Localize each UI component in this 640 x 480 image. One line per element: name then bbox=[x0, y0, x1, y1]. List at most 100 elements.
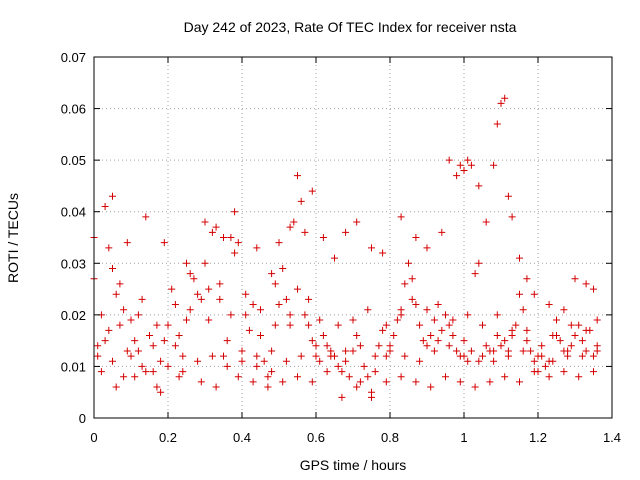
data-point bbox=[390, 331, 398, 339]
data-point bbox=[490, 347, 498, 355]
data-point bbox=[316, 316, 324, 324]
data-point bbox=[475, 259, 483, 267]
data-point bbox=[353, 383, 361, 391]
data-point bbox=[197, 378, 205, 386]
data-point bbox=[220, 352, 227, 360]
x-axis-label: GPS time / hours bbox=[300, 457, 407, 473]
data-point bbox=[201, 218, 209, 226]
data-point bbox=[316, 357, 324, 365]
data-point bbox=[582, 347, 590, 355]
data-point bbox=[194, 290, 202, 298]
data-point bbox=[312, 352, 320, 360]
data-point bbox=[430, 316, 438, 324]
data-point bbox=[253, 352, 261, 360]
data-point bbox=[271, 321, 279, 329]
data-point bbox=[312, 342, 320, 350]
y-tick-label: 0.07 bbox=[61, 50, 86, 65]
data-point bbox=[575, 321, 583, 329]
data-point bbox=[271, 280, 279, 288]
data-point bbox=[593, 347, 601, 355]
data-point bbox=[197, 295, 205, 303]
data-point bbox=[105, 326, 113, 334]
data-point bbox=[334, 362, 342, 370]
data-point bbox=[153, 383, 161, 391]
x-tick-label: 0.2 bbox=[159, 430, 177, 445]
data-point bbox=[545, 301, 553, 309]
data-point bbox=[131, 373, 139, 381]
data-point bbox=[157, 357, 165, 365]
x-tick-label: 0.4 bbox=[233, 430, 251, 445]
data-point bbox=[297, 352, 305, 360]
data-point bbox=[305, 321, 313, 329]
data-point bbox=[516, 254, 523, 262]
data-point bbox=[371, 352, 379, 360]
data-point bbox=[109, 264, 116, 272]
x-tick-label: 1.4 bbox=[603, 430, 621, 445]
data-point bbox=[445, 342, 453, 350]
data-point bbox=[112, 290, 120, 298]
data-point bbox=[527, 347, 535, 355]
data-point bbox=[212, 223, 220, 231]
data-point bbox=[460, 337, 468, 345]
data-point bbox=[464, 311, 472, 319]
data-point bbox=[279, 378, 287, 386]
data-point bbox=[375, 342, 383, 350]
data-point bbox=[564, 347, 572, 355]
data-point bbox=[231, 249, 239, 257]
data-point bbox=[286, 223, 294, 231]
data-point bbox=[268, 368, 276, 376]
data-point bbox=[349, 316, 357, 324]
data-point bbox=[220, 234, 227, 241]
axis-ticks: 0 0.2 0.4 0.6 0.8 1 1.2 1.4 0 0.01 0.02 0.03 0.04 0.0… bbox=[61, 50, 621, 445]
data-point bbox=[475, 182, 483, 190]
data-point bbox=[142, 368, 150, 376]
data-point bbox=[353, 331, 361, 339]
data-point bbox=[416, 321, 424, 329]
data-point bbox=[286, 321, 294, 329]
y-tick-label: 0.06 bbox=[61, 102, 86, 117]
data-point bbox=[590, 285, 597, 293]
data-point bbox=[227, 234, 235, 241]
data-point bbox=[445, 156, 453, 164]
data-point bbox=[523, 326, 531, 334]
data-point bbox=[368, 393, 375, 401]
data-point bbox=[464, 156, 472, 164]
data-point bbox=[419, 337, 427, 345]
data-point bbox=[571, 331, 579, 339]
data-point bbox=[416, 357, 424, 365]
data-point bbox=[534, 352, 542, 360]
data-point bbox=[519, 306, 527, 314]
data-point bbox=[449, 316, 457, 324]
plot-frame bbox=[93, 56, 613, 419]
data-point bbox=[578, 337, 586, 345]
data-point bbox=[553, 316, 560, 324]
data-point bbox=[475, 357, 483, 365]
data-point bbox=[212, 383, 220, 391]
data-point bbox=[242, 311, 250, 319]
data-point bbox=[379, 249, 387, 257]
data-point bbox=[364, 373, 372, 381]
data-point bbox=[479, 352, 486, 360]
y-tick-label: 0.05 bbox=[61, 153, 86, 168]
data-point bbox=[493, 120, 501, 128]
data-point bbox=[382, 321, 390, 329]
data-point bbox=[301, 311, 309, 319]
data-point bbox=[245, 326, 253, 334]
data-point bbox=[168, 285, 176, 293]
data-point bbox=[504, 192, 512, 200]
data-point bbox=[205, 285, 213, 293]
data-point bbox=[223, 337, 231, 345]
data-point bbox=[308, 378, 316, 386]
data-point bbox=[109, 357, 116, 365]
data-point bbox=[423, 244, 431, 252]
data-point bbox=[171, 342, 179, 350]
data-point bbox=[138, 362, 146, 370]
data-point bbox=[364, 306, 372, 314]
data-point bbox=[482, 218, 490, 226]
data-point bbox=[279, 264, 287, 272]
data-point bbox=[467, 347, 475, 355]
data-point bbox=[412, 378, 420, 386]
data-point bbox=[264, 373, 272, 381]
data-point bbox=[545, 373, 553, 381]
